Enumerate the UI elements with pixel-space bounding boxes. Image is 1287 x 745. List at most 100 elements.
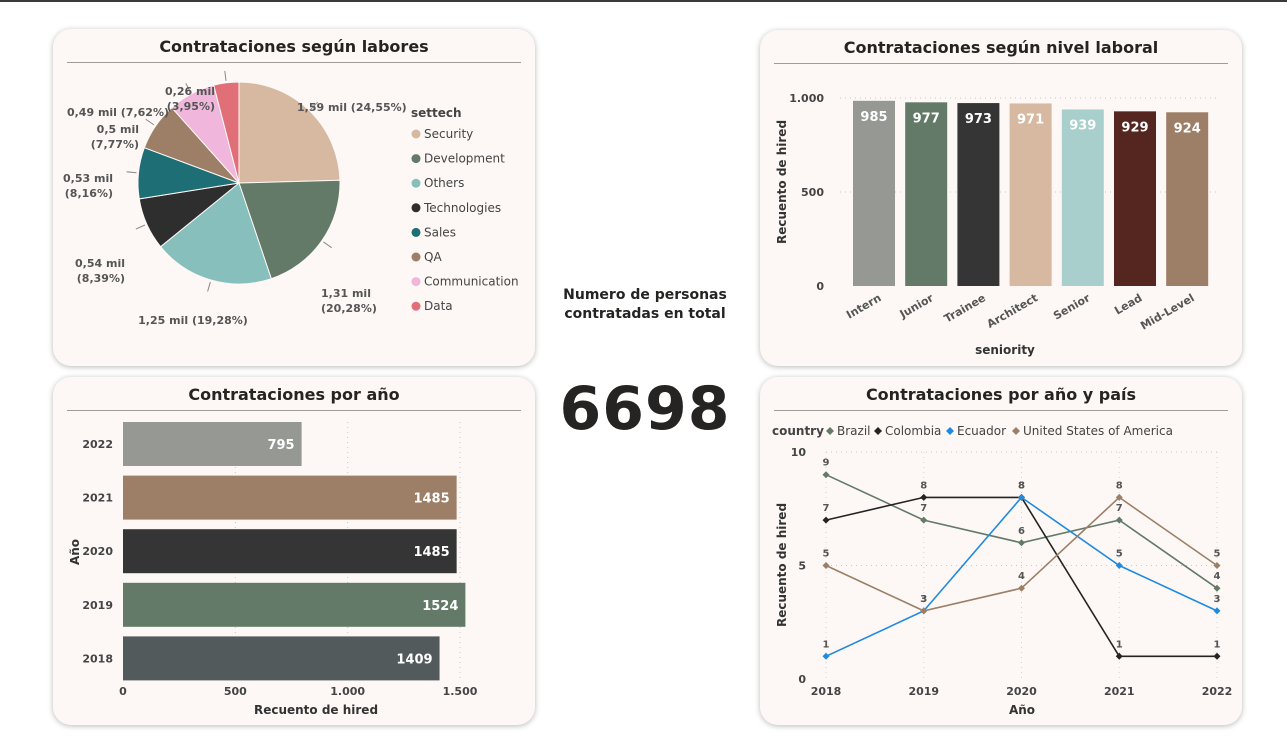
- country-data-label: 7: [920, 503, 927, 514]
- seniority-bar-intern: [853, 100, 895, 286]
- country-legend-item: Brazil: [837, 424, 871, 438]
- country-legend-title: country: [772, 424, 824, 438]
- country-point: [920, 516, 928, 524]
- country-point: [1213, 584, 1221, 592]
- pie-legend-item: Sales: [424, 225, 456, 239]
- country-point: [1115, 562, 1123, 569]
- pie-leader-line: [323, 241, 332, 249]
- country-data-label: 3: [920, 594, 927, 605]
- year-y-tick: 2021: [82, 492, 113, 505]
- year-x-tick: 1.500: [443, 685, 478, 698]
- pie-data-label: 0,5 mil (7,77%): [91, 123, 139, 151]
- seniority-bar-junior: [905, 102, 948, 286]
- country-point: [822, 562, 830, 569]
- pie-leader-line: [126, 171, 137, 174]
- country-data-label: 8: [920, 480, 927, 491]
- country-data-label: 9: [823, 458, 830, 469]
- seniority-x-tick: Lead: [1112, 291, 1144, 317]
- kpi-label: Numero de personas contratadas en total: [545, 286, 745, 324]
- pie-leader-line: [145, 118, 155, 126]
- country-point: [1213, 607, 1221, 615]
- seniority-x-tick: Intern: [844, 291, 883, 321]
- year-chart-title: Contrataciones por año: [188, 385, 400, 404]
- year-data-label: 1485: [413, 545, 449, 560]
- pie-legend-marker: [411, 227, 421, 237]
- country-x-tick: 2020: [1006, 685, 1037, 698]
- country-x-tick: 2022: [1202, 685, 1233, 698]
- country-data-label: 3: [1214, 594, 1221, 605]
- seniority-x-tick: Junior: [897, 291, 936, 321]
- year-x-tick: 0: [119, 685, 127, 698]
- pie-data-label: 0,26 mil (3,95%): [165, 85, 215, 113]
- seniority-data-label: 924: [1174, 121, 1201, 136]
- seniority-chart-card: Contrataciones según nivel laboral 0 500 1…: [760, 30, 1242, 366]
- pie-legend-marker: [411, 178, 421, 188]
- country-point: [920, 607, 928, 615]
- country-x-tick: 2019: [908, 685, 939, 698]
- kpi-value: 6698: [559, 374, 731, 444]
- seniority-data-label: 977: [913, 111, 940, 126]
- pie-slice-others: [159, 182, 272, 285]
- pie-data-label: 1,25 mil (19,28%): [138, 314, 248, 327]
- country-data-label: 5: [823, 549, 830, 560]
- pie-data-label: 1,59 mil (24,55%): [297, 101, 407, 114]
- year-y-tick: 2018: [82, 652, 113, 665]
- country-data-label: 5: [1116, 549, 1123, 560]
- year-data-label: 1524: [422, 599, 458, 614]
- country-data-label: 1: [1116, 639, 1123, 650]
- seniority-data-label: 985: [860, 110, 887, 125]
- pie-legend-item: Data: [424, 299, 453, 313]
- year-bar-2022: [123, 422, 302, 466]
- seniority-data-label: 973: [965, 112, 992, 127]
- country-point: [1018, 584, 1025, 592]
- country-line-chart: 0 5 10 2018 2019 2020 2021 2022 9 7 6 7 4 7 8 8 1 1 1 3 8 5 3 5…: [772, 424, 1233, 717]
- pie-leader-line: [207, 281, 211, 292]
- pie-leader-line: [224, 70, 227, 81]
- year-y-tick: 2019: [82, 599, 113, 612]
- seniority-bar-lead: [1114, 111, 1156, 287]
- pie-legend-marker: [411, 277, 421, 287]
- year-y-tick: 2022: [82, 438, 113, 451]
- pie-legend-marker: [411, 129, 421, 139]
- country-point: [822, 652, 830, 660]
- year-data-label: 795: [267, 438, 294, 453]
- pie-data-label: 0,53 mil (8,16%): [63, 172, 113, 200]
- pie-legend-item: Technologies: [423, 201, 501, 215]
- country-chart-card: Contrataciones por año y país 0 5 10 2018 20…: [760, 377, 1242, 725]
- country-y-tick: 10: [791, 446, 807, 459]
- pie-legend-item: Security: [424, 127, 473, 141]
- year-x-axis-label: Recuento de hired: [254, 703, 378, 717]
- country-legend-marker: [946, 427, 954, 435]
- country-y-tick: 5: [798, 560, 806, 573]
- seniority-x-tick: Architect: [985, 291, 1040, 331]
- country-y-axis-label: Recuento de hired: [775, 503, 789, 627]
- country-data-label: 1: [1214, 639, 1221, 650]
- country-point: [1213, 562, 1221, 569]
- seniority-y-tick: 1.000: [789, 92, 824, 105]
- pie-chart-title: Contrataciones según labores: [159, 37, 429, 56]
- country-y-tick: 0: [798, 673, 806, 686]
- pie-slice-data: [213, 81, 240, 184]
- seniority-bar-senior: [1061, 109, 1104, 286]
- country-data-label: 7: [823, 503, 830, 514]
- pie-chart: 1,59 mil (24,55%) 1,31 mil (20,28%) 1,25 mi…: [63, 70, 519, 327]
- year-y-tick: 2020: [82, 545, 113, 558]
- country-point: [1115, 516, 1123, 524]
- year-y-axis-label: Año: [68, 539, 82, 565]
- seniority-data-label: 929: [1121, 120, 1148, 135]
- country-point: [1018, 493, 1025, 501]
- country-legend-item: Colombia: [885, 424, 941, 438]
- seniority-y-tick: 500: [801, 186, 824, 199]
- country-x-tick: 2018: [811, 685, 842, 698]
- country-legend-marker: [1012, 427, 1020, 435]
- seniority-title-rule: [774, 63, 1228, 64]
- year-x-tick: 500: [224, 685, 247, 698]
- country-point: [1115, 493, 1123, 501]
- country-data-label: 4: [1214, 571, 1221, 582]
- pie-legend-marker: [411, 154, 421, 164]
- pie-legend-item: Development: [424, 152, 505, 166]
- year-title-rule: [67, 410, 521, 411]
- country-point: [920, 493, 928, 501]
- country-legend-marker: [874, 427, 882, 435]
- country-point: [822, 471, 830, 479]
